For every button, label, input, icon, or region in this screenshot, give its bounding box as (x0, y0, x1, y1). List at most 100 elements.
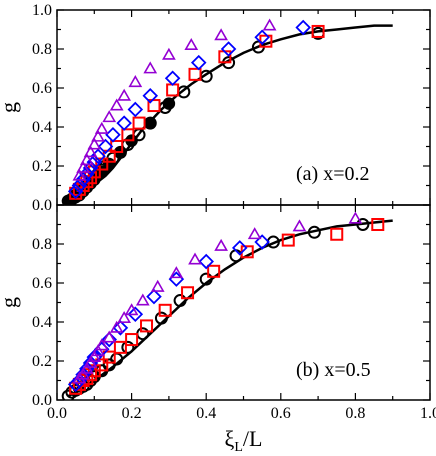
series-triangle (72, 18, 277, 181)
data-point-square (181, 286, 195, 300)
y-tick-label: 0.6 (32, 80, 52, 97)
data-point-circle-open (307, 225, 321, 239)
data-point-triangle (72, 371, 87, 384)
y-tick-label: 0.2 (32, 158, 52, 175)
data-point-square (113, 340, 127, 354)
data-point-diamond (105, 127, 121, 143)
data-point-triangle (162, 47, 176, 60)
data-point-triangle (109, 98, 124, 111)
data-point-triangle (150, 279, 165, 292)
y-tick-label: 0.0 (32, 392, 52, 409)
data-point-diamond (220, 41, 237, 57)
data-layer (61, 18, 393, 205)
data-point-diamond (164, 70, 181, 87)
data-point-diamond (198, 253, 214, 270)
data-point-diamond (127, 101, 144, 118)
data-point-square (147, 99, 161, 113)
data-point-triangle (348, 211, 363, 224)
series-triangle (72, 211, 363, 384)
data-point-diamond (142, 88, 159, 104)
panel-annotation: (a) x=0.2 (296, 163, 369, 185)
data-point-triangle (79, 361, 94, 374)
data-point-triangle (169, 266, 184, 279)
data-point-diamond (112, 320, 129, 336)
data-point-square (166, 83, 180, 97)
data-point-square (330, 227, 344, 241)
data-point-triangle (117, 88, 132, 101)
data-point-diamond (254, 29, 270, 46)
y-tick-label: 0.4 (32, 119, 52, 136)
data-point-diamond (71, 177, 88, 194)
data-point-triangle (117, 310, 132, 324)
data-point-diamond (295, 19, 311, 36)
data-point-circle-open (121, 340, 135, 354)
data-point-triangle (214, 28, 228, 41)
y-tick-label: 0.6 (32, 275, 52, 292)
data-point-diamond (190, 54, 207, 71)
data-point-square (188, 67, 202, 81)
x-tick-label: 0.0 (47, 405, 67, 422)
data-point-triangle (91, 129, 105, 142)
y-tick-label: 0.8 (32, 236, 52, 253)
data-point-square (371, 218, 385, 231)
data-point-diamond (146, 288, 162, 305)
data-point-diamond (82, 160, 99, 176)
panel-annotation: (b) x=0.5 (296, 359, 371, 381)
data-point-triangle (76, 160, 90, 173)
data-point-triangle (87, 349, 102, 363)
data-point-triangle (135, 293, 150, 306)
data-point-triangle (94, 121, 109, 134)
data-point-triangle (247, 227, 262, 240)
x-tick-label: 0.2 (122, 405, 142, 422)
data-point-triangle (143, 61, 158, 74)
y-tick-label: 0.2 (32, 353, 52, 370)
x-axis-label-sub: L (234, 440, 243, 455)
data-point-circle-open (199, 272, 213, 286)
data-point-triangle (72, 168, 87, 181)
data-point-square (281, 233, 295, 247)
data-point-square (102, 350, 116, 364)
data-point-triangle (83, 355, 98, 368)
data-point-triangle (124, 303, 139, 316)
data-point-square (125, 333, 139, 347)
data-layer (61, 211, 393, 400)
data-point-triangle (184, 37, 199, 51)
y-tick-label: 0.4 (32, 314, 52, 331)
data-point-diamond (116, 115, 132, 131)
data-point-triangle (76, 367, 90, 380)
data-point-triangle (262, 18, 277, 31)
data-point-triangle (79, 153, 94, 166)
data-point-diamond (127, 306, 144, 322)
data-point-square (158, 303, 172, 317)
data-point-diamond (101, 331, 117, 348)
data-point-triangle (188, 252, 202, 265)
data-point-triangle (102, 110, 117, 123)
data-point-triangle (83, 145, 98, 158)
y-tick-label: 0.8 (32, 41, 52, 58)
x-axis-label-main: ξ (225, 426, 235, 451)
data-point-triangle (87, 137, 102, 150)
x-tick-label: 0.8 (345, 405, 365, 422)
data-point-triangle (109, 320, 124, 333)
data-point-square (311, 24, 325, 38)
panel-a: 0.0 0.2 0.4 0.6 0.8 1.0 g (a) x=0.2 (0, 2, 431, 214)
data-point-triangle (128, 75, 143, 88)
data-point-square (207, 264, 221, 278)
data-point-diamond (97, 138, 114, 155)
data-point-triangle (214, 238, 228, 251)
y-tick-label: 1.0 (32, 2, 52, 19)
data-point-diamond (67, 183, 84, 200)
data-point-square (132, 116, 146, 130)
x-tick-label: 0.4 (196, 405, 216, 422)
data-point-square (140, 319, 154, 333)
data-point-circle-open (136, 327, 150, 341)
y-axis-label: g (0, 102, 21, 113)
data-point-circle-open (356, 218, 370, 231)
data-point-diamond (231, 240, 248, 256)
data-point-circle-open (154, 311, 168, 325)
data-point-square (121, 128, 135, 142)
data-point-triangle (91, 344, 105, 357)
x-axis-label: ξL/L (225, 426, 263, 455)
data-point-diamond (254, 234, 270, 250)
